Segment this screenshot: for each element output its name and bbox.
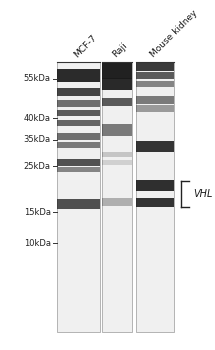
- Text: 10kDa: 10kDa: [24, 239, 51, 248]
- Bar: [57, 199, 100, 209]
- Bar: [136, 62, 174, 332]
- Bar: [57, 133, 100, 140]
- Bar: [136, 105, 174, 112]
- Bar: [102, 78, 132, 90]
- Text: 35kDa: 35kDa: [24, 135, 51, 144]
- Text: Raji: Raji: [111, 41, 129, 59]
- Bar: [102, 62, 132, 79]
- Bar: [102, 124, 132, 135]
- Text: MCF-7: MCF-7: [72, 33, 98, 59]
- Bar: [57, 167, 100, 172]
- Bar: [57, 160, 100, 166]
- Bar: [57, 120, 100, 126]
- Text: 25kDa: 25kDa: [24, 161, 51, 170]
- Bar: [57, 88, 100, 96]
- Bar: [57, 62, 100, 332]
- Bar: [136, 140, 174, 152]
- Bar: [136, 63, 174, 71]
- Bar: [57, 69, 100, 82]
- Bar: [102, 62, 132, 332]
- Bar: [102, 152, 132, 157]
- Bar: [102, 198, 132, 206]
- Bar: [136, 81, 174, 87]
- Bar: [57, 100, 100, 107]
- Bar: [102, 160, 132, 165]
- Bar: [136, 198, 174, 207]
- Bar: [136, 72, 174, 79]
- Bar: [102, 98, 132, 106]
- Text: 55kDa: 55kDa: [24, 74, 51, 83]
- Text: 15kDa: 15kDa: [24, 208, 51, 217]
- Bar: [136, 181, 174, 191]
- Text: 40kDa: 40kDa: [24, 114, 51, 123]
- Text: Mouse kidney: Mouse kidney: [148, 8, 199, 59]
- Bar: [57, 142, 100, 148]
- Bar: [136, 96, 174, 104]
- Text: VHL: VHL: [193, 189, 213, 199]
- Bar: [57, 110, 100, 116]
